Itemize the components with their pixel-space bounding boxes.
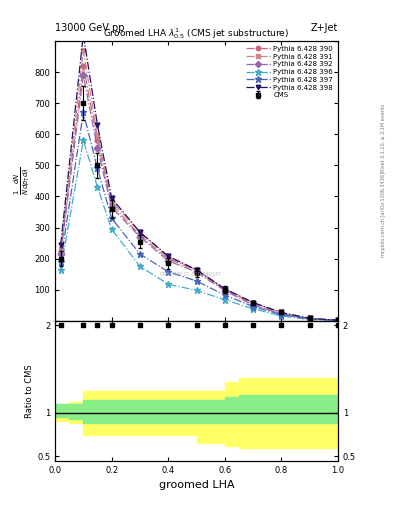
Pythia 6.428 390 [307, 315, 312, 322]
Pythia 6.428 390 [58, 249, 63, 255]
Pythia 6.428 390 [138, 232, 142, 239]
Pythia 6.428 392 [194, 269, 199, 275]
Pythia 6.428 391 [138, 229, 142, 236]
Pythia 6.428 392 [336, 317, 340, 323]
Pythia 6.428 392 [251, 302, 255, 308]
Pythia 6.428 390 [194, 267, 199, 273]
Pythia 6.428 391 [166, 254, 171, 260]
Line: Pythia 6.428 390: Pythia 6.428 390 [58, 63, 340, 323]
Pythia 6.428 398 [251, 300, 255, 306]
Text: 13000 GeV pp: 13000 GeV pp [55, 23, 125, 33]
Pythia 6.428 392 [222, 288, 227, 294]
Line: Pythia 6.428 392: Pythia 6.428 392 [58, 73, 340, 323]
Pythia 6.428 396 [307, 316, 312, 323]
Pythia 6.428 398 [279, 309, 284, 315]
Pythia 6.428 397 [307, 316, 312, 322]
Pythia 6.428 391 [81, 47, 86, 53]
Pythia 6.428 396 [58, 266, 63, 272]
Pythia 6.428 392 [279, 311, 284, 317]
Pythia 6.428 397 [109, 215, 114, 221]
Text: Z+Jet: Z+Jet [310, 23, 338, 33]
Pythia 6.428 391 [58, 246, 63, 252]
Pythia 6.428 396 [95, 184, 100, 190]
Title: Groomed LHA $\lambda^{1}_{0.5}$ (CMS jet substructure): Groomed LHA $\lambda^{1}_{0.5}$ (CMS jet… [103, 26, 290, 41]
Pythia 6.428 397 [58, 259, 63, 265]
Pythia 6.428 396 [138, 263, 142, 269]
Pythia 6.428 391 [336, 317, 340, 323]
Pythia 6.428 390 [166, 255, 171, 262]
Line: Pythia 6.428 391: Pythia 6.428 391 [58, 48, 340, 323]
Pythia 6.428 391 [222, 286, 227, 292]
Pythia 6.428 398 [109, 195, 114, 201]
Pythia 6.428 391 [251, 300, 255, 306]
Pythia 6.428 398 [81, 32, 86, 38]
Pythia 6.428 391 [279, 310, 284, 316]
Y-axis label: $\frac{1}{N}\frac{dN}{dp_T d\lambda}$: $\frac{1}{N}\frac{dN}{dp_T d\lambda}$ [12, 167, 31, 195]
Pythia 6.428 398 [58, 242, 63, 248]
Line: Pythia 6.428 398: Pythia 6.428 398 [58, 32, 340, 323]
Pythia 6.428 392 [307, 316, 312, 322]
Pythia 6.428 397 [95, 165, 100, 172]
Pythia 6.428 392 [109, 204, 114, 210]
Pythia 6.428 397 [194, 278, 199, 284]
Pythia 6.428 391 [95, 133, 100, 139]
Text: Rivet 3.1.10, ≥ 2.1M events: Rivet 3.1.10, ≥ 2.1M events [381, 104, 386, 173]
Pythia 6.428 397 [138, 251, 142, 257]
Pythia 6.428 391 [194, 266, 199, 272]
Text: mcplots.cern.ch [arXiv:1306.3436]: mcplots.cern.ch [arXiv:1306.3436] [381, 173, 386, 258]
Pythia 6.428 397 [279, 312, 284, 318]
Y-axis label: Ratio to CMS: Ratio to CMS [25, 364, 34, 418]
Pythia 6.428 397 [251, 304, 255, 310]
Pythia 6.428 398 [95, 122, 100, 128]
Pythia 6.428 390 [95, 137, 100, 143]
Pythia 6.428 398 [194, 267, 199, 273]
Line: Pythia 6.428 396: Pythia 6.428 396 [57, 137, 342, 324]
Pythia 6.428 392 [138, 234, 142, 240]
Line: Pythia 6.428 397: Pythia 6.428 397 [57, 109, 342, 324]
Pythia 6.428 397 [336, 317, 340, 323]
Pythia 6.428 391 [109, 198, 114, 204]
Pythia 6.428 398 [336, 317, 340, 323]
Pythia 6.428 391 [307, 315, 312, 322]
Pythia 6.428 397 [81, 110, 86, 116]
Pythia 6.428 396 [336, 317, 340, 324]
Pythia 6.428 390 [336, 317, 340, 323]
Pythia 6.428 396 [194, 287, 199, 293]
Pythia 6.428 398 [307, 315, 312, 322]
Pythia 6.428 396 [222, 296, 227, 303]
Pythia 6.428 397 [166, 269, 171, 275]
Pythia 6.428 392 [95, 145, 100, 152]
Pythia 6.428 396 [81, 137, 86, 143]
Pythia 6.428 396 [279, 313, 284, 319]
Pythia 6.428 390 [81, 63, 86, 69]
Pythia 6.428 392 [81, 72, 86, 78]
Pythia 6.428 390 [251, 301, 255, 307]
Pythia 6.428 396 [109, 226, 114, 232]
Pythia 6.428 398 [166, 253, 171, 259]
X-axis label: groomed LHA: groomed LHA [159, 480, 234, 490]
Pythia 6.428 390 [222, 287, 227, 293]
Pythia 6.428 390 [279, 310, 284, 316]
Pythia 6.428 392 [166, 258, 171, 264]
Pythia 6.428 398 [222, 286, 227, 292]
Pythia 6.428 396 [251, 306, 255, 312]
Text: CMS-SMP-21-010-240187: CMS-SMP-21-010-240187 [160, 272, 222, 277]
Pythia 6.428 398 [138, 229, 142, 236]
Pythia 6.428 390 [109, 201, 114, 207]
Pythia 6.428 392 [58, 251, 63, 257]
Legend: Pythia 6.428 390, Pythia 6.428 391, Pythia 6.428 392, Pythia 6.428 396, Pythia 6: Pythia 6.428 390, Pythia 6.428 391, Pyth… [245, 45, 334, 100]
Pythia 6.428 397 [222, 292, 227, 298]
Pythia 6.428 396 [166, 281, 171, 287]
